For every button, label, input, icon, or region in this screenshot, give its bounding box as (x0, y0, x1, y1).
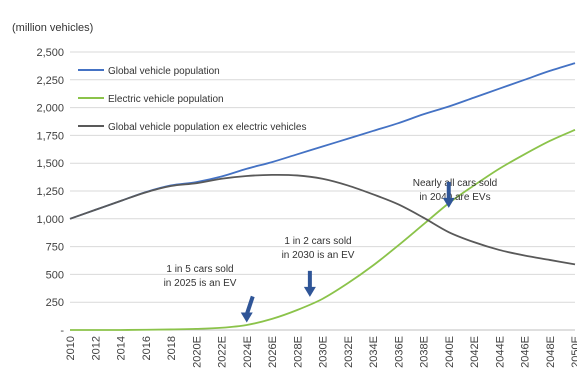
x-tick-label: 2034E (368, 336, 380, 368)
y-tick-label: 1,250 (36, 186, 64, 198)
y-tick-label: 1,500 (36, 158, 64, 170)
y-tick-label: 750 (46, 242, 64, 254)
annotation-text: in 2030 is an EV (282, 250, 355, 261)
annotation-arrow-head (303, 286, 316, 297)
legend-label: Electric vehicle population (108, 94, 224, 105)
y-tick-label: 2,250 (36, 75, 64, 87)
x-tick-label: 2024E (242, 336, 254, 368)
legend-label: Global vehicle population ex electric ve… (108, 122, 306, 133)
x-tick-label: 2044E (494, 336, 506, 368)
annotation-text: Nearly all cars sold (413, 178, 497, 189)
x-tick-label: 2026E (267, 336, 279, 368)
x-tick-label: 2036E (393, 336, 405, 368)
x-tick-label: 2012 (90, 336, 102, 360)
y-axis-unit-label: (million vehicles) (12, 22, 94, 34)
x-tick-label: 2032E (343, 336, 355, 368)
series-layer (69, 62, 576, 331)
y-tick-label: - (60, 325, 64, 337)
y-tick-label: 2,000 (36, 103, 64, 115)
x-tick-label: 2030E (318, 336, 330, 368)
y-tick-label: 1,000 (36, 214, 64, 226)
annotation-text: 1 in 5 cars sold (166, 264, 233, 275)
x-tick-label: 2022E (217, 336, 229, 368)
x-tick-label: 2040E (444, 336, 456, 368)
x-tick-label: 2018 (166, 336, 178, 360)
series-line (69, 62, 576, 220)
annotation-arrow-head (442, 197, 455, 208)
y-tick-label: 500 (46, 269, 64, 281)
series-line (69, 173, 576, 266)
x-tick-label: 2010 (65, 336, 77, 360)
y-tick-label: 1,750 (36, 130, 64, 142)
x-tick-label: 2042E (469, 336, 481, 368)
annotation-arrow-shaft (244, 295, 255, 316)
x-tick-label: 2028E (292, 336, 304, 368)
x-tick-label: 2014 (116, 336, 128, 360)
annotation-layer: 1 in 5 cars sold in 2025 is an EV 1 in 2 c… (164, 178, 497, 323)
legend-label: Global vehicle population (108, 66, 220, 77)
x-tick-label: 2050E (570, 336, 577, 368)
x-tick-label: 2020E (191, 336, 203, 368)
x-tick-label: 2016 (141, 336, 153, 360)
annotation-arrow-head (240, 312, 253, 323)
series-line (70, 129, 576, 331)
x-tick-label: 2038E (419, 336, 431, 368)
y-tick-label: 2,500 (36, 47, 64, 59)
annotation-text: in 2040 are EVs (419, 192, 490, 203)
x-tick-label: 2046E (520, 336, 532, 368)
x-tick-label: 2048E (545, 336, 557, 368)
legend-layer: Global vehicle population Electric vehicl… (78, 66, 306, 133)
y-tick-label: 250 (46, 297, 64, 309)
annotation-text: 1 in 2 cars sold (284, 236, 351, 247)
annotation-text: in 2025 is an EV (164, 278, 237, 289)
axis-layer: - 250 500 750 1,000 1,250 1,500 1,750 2,000 2,250… (36, 47, 577, 368)
